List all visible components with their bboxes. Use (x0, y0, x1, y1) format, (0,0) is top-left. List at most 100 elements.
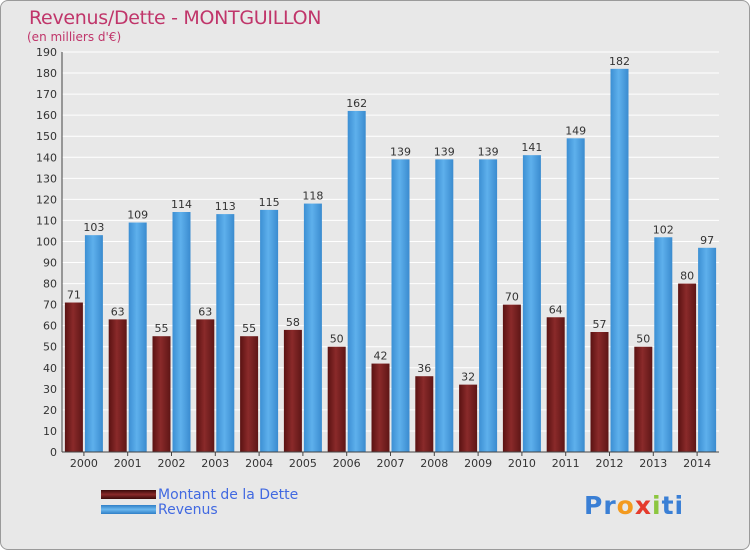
bar-debt (283, 329, 302, 452)
x-tick-label: 2000 (70, 457, 98, 470)
data-label-debt: 50 (636, 333, 650, 346)
data-label-debt: 36 (417, 362, 431, 375)
x-tick-label: 2012 (596, 457, 624, 470)
bar-revenue (698, 247, 717, 452)
data-label-debt: 64 (549, 303, 563, 316)
bar-revenue (303, 203, 322, 452)
data-label-revenue: 162 (346, 97, 367, 110)
proxiti-logo: Proxiti (584, 491, 684, 520)
data-label-revenue: 141 (521, 141, 542, 154)
bar-revenue (216, 214, 235, 452)
logo-letter: t (661, 491, 675, 520)
x-tick-label: 2011 (552, 457, 580, 470)
logo-letter: r (603, 491, 617, 520)
data-label-revenue: 182 (609, 55, 630, 68)
x-tick-label: 2005 (289, 457, 317, 470)
bar-revenue (654, 237, 673, 452)
data-label-debt: 42 (374, 350, 388, 363)
y-tick-label: 70 (43, 299, 57, 312)
bar-revenue (435, 159, 454, 453)
bar-debt (634, 346, 653, 452)
y-tick-label: 150 (36, 130, 57, 143)
x-tick-label: 2009 (464, 457, 492, 470)
logo-letter: o (616, 491, 635, 520)
data-label-revenue: 113 (215, 200, 236, 213)
data-label-revenue: 118 (302, 190, 323, 203)
bar-debt (196, 319, 215, 452)
data-label-revenue: 109 (127, 209, 148, 222)
y-tick-label: 20 (43, 404, 57, 417)
bar-debt (152, 336, 171, 452)
y-tick-label: 190 (36, 46, 57, 59)
data-label-debt: 71 (67, 289, 81, 302)
y-tick-label: 10 (43, 425, 57, 438)
bar-debt (502, 304, 521, 452)
x-tick-label: 2006 (333, 457, 361, 470)
data-label-revenue: 102 (653, 223, 674, 236)
x-tick-label: 2002 (158, 457, 186, 470)
legend-label-debt: Montant de la Dette (158, 486, 299, 503)
logo-letter: i (652, 491, 662, 520)
data-label-debt: 80 (680, 270, 694, 283)
bar-debt (590, 332, 609, 452)
legend-label-revenue: Revenus (158, 501, 218, 518)
bar-revenue (391, 159, 410, 453)
bar-revenue (522, 155, 541, 452)
data-label-revenue: 115 (259, 196, 280, 209)
y-tick-label: 60 (43, 320, 57, 333)
data-label-revenue: 139 (478, 145, 499, 158)
legend-swatch-debt (101, 490, 156, 499)
bar-revenue (347, 110, 366, 453)
data-label-revenue: 139 (434, 145, 455, 158)
y-tick-label: 180 (36, 67, 57, 80)
data-label-debt: 70 (505, 291, 519, 304)
y-tick-label: 40 (43, 362, 57, 375)
y-tick-label: 130 (36, 172, 57, 185)
bar-revenue (566, 138, 585, 452)
x-tick-label: 2004 (245, 457, 273, 470)
data-label-debt: 55 (155, 322, 169, 335)
y-tick-label: 100 (36, 235, 57, 248)
y-tick-label: 50 (43, 341, 57, 354)
bar-revenue (260, 209, 279, 452)
bar-debt (64, 302, 83, 452)
x-tick-label: 2008 (420, 457, 448, 470)
bar-debt (459, 384, 478, 452)
bar-debt (371, 363, 390, 452)
data-label-revenue: 97 (700, 234, 714, 247)
chart-title: Revenus/Dette - MONTGUILLON (29, 7, 322, 29)
y-tick-label: 110 (36, 214, 57, 227)
data-label-revenue: 114 (171, 198, 192, 211)
y-tick-label: 170 (36, 88, 57, 101)
legend-item-debt: Montant de la Dette (101, 486, 299, 503)
data-label-debt: 58 (286, 316, 300, 329)
legend-swatch-revenue (101, 505, 156, 514)
bar-revenue (610, 68, 629, 452)
bar-debt (240, 336, 259, 452)
data-label-debt: 55 (242, 322, 256, 335)
y-tick-label: 140 (36, 151, 57, 164)
bar-debt (678, 283, 697, 452)
data-label-debt: 57 (593, 318, 607, 331)
x-tick-label: 2007 (377, 457, 405, 470)
y-tick-label: 0 (50, 446, 57, 459)
x-tick-label: 2001 (114, 457, 142, 470)
y-tick-label: 120 (36, 193, 57, 206)
logo-letter: x (634, 491, 652, 520)
data-label-debt: 32 (461, 371, 475, 384)
logo-letter: i (674, 491, 685, 520)
x-tick-label: 2003 (201, 457, 229, 470)
data-label-debt: 63 (198, 305, 212, 318)
data-label-revenue: 103 (83, 221, 104, 234)
legend-item-revenue: Revenus (101, 501, 298, 518)
y-tick-label: 80 (43, 278, 57, 291)
logo-letter: P (584, 491, 604, 520)
x-tick-label: 2013 (639, 457, 667, 470)
data-label-debt: 63 (111, 305, 125, 318)
bar-revenue (172, 212, 191, 452)
y-tick-label: 160 (36, 109, 57, 122)
x-tick-label: 2014 (683, 457, 711, 470)
x-tick-label: 2010 (508, 457, 536, 470)
